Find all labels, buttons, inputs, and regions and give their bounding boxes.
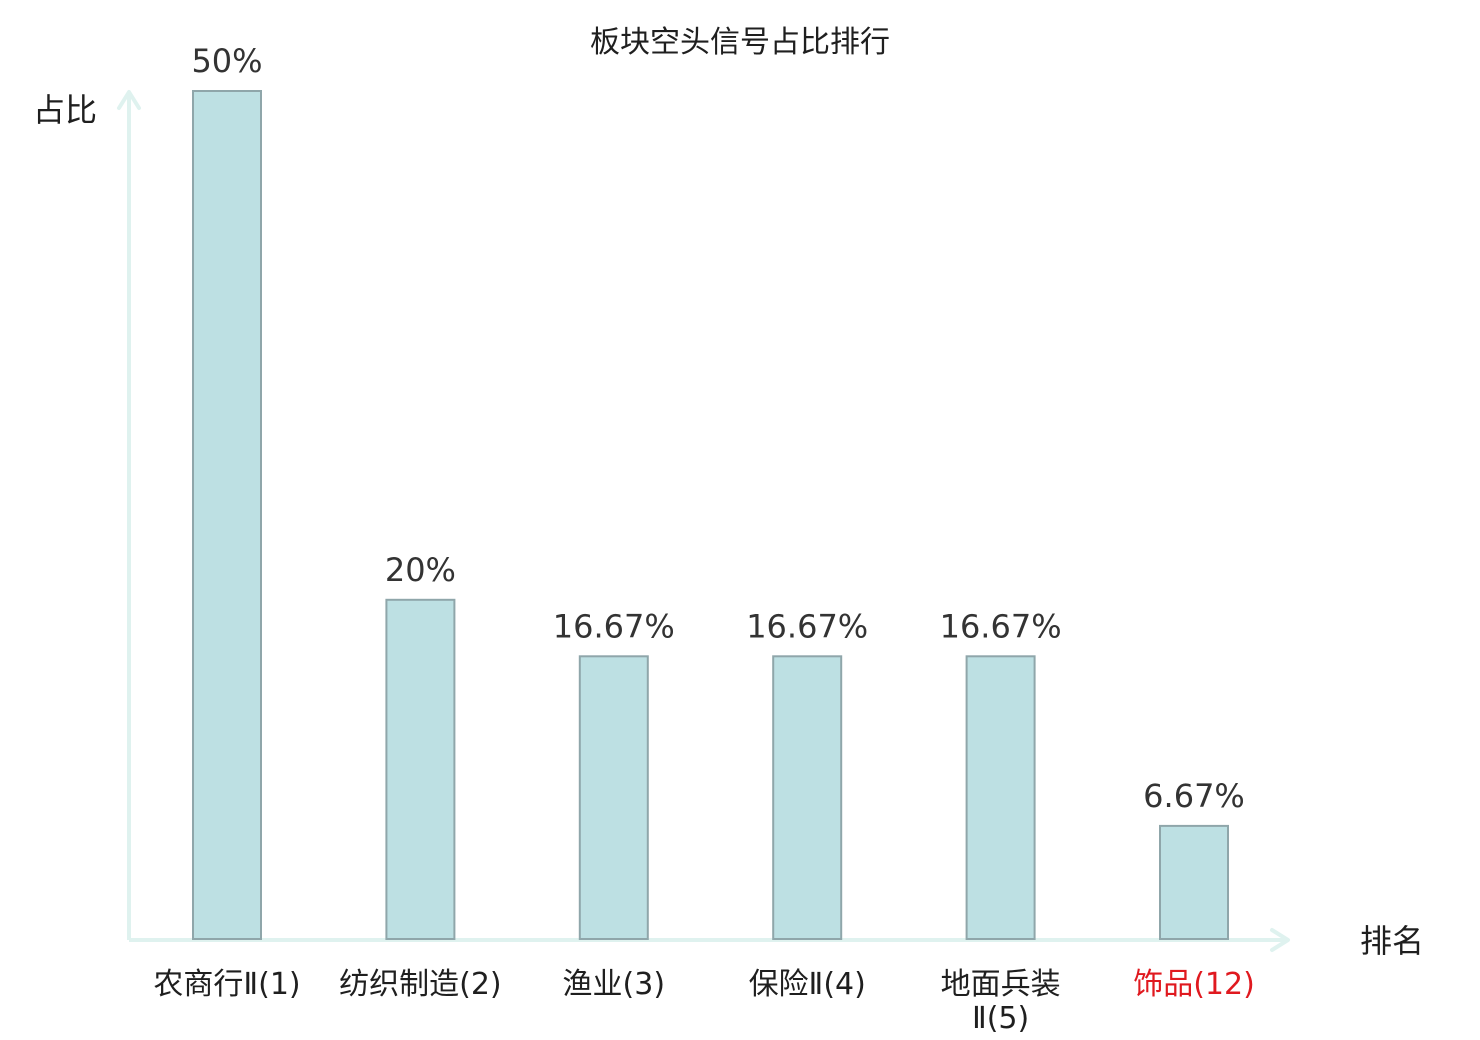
value-label-2: 20% xyxy=(385,551,456,589)
bars-group xyxy=(192,90,1229,941)
category-label-5-line-1: 地面兵装 xyxy=(941,967,1061,1002)
bar-2 xyxy=(385,598,456,940)
chart-title: 板块空头信号占比排行 xyxy=(590,25,890,60)
category-label-4: 保险Ⅱ(4) xyxy=(749,967,866,1002)
value-label-3: 16.67% xyxy=(553,607,675,645)
x-axis-label: 排名 xyxy=(1360,922,1424,960)
bar-3 xyxy=(578,655,649,940)
bar-4 xyxy=(772,655,843,940)
category-label-6: 饰品(12) xyxy=(1133,967,1255,1002)
bar-1 xyxy=(192,90,262,940)
category-label-3: 渔业(3) xyxy=(563,967,666,1002)
value-labels-group: 50% 20% 16.67% 16.67% 16.67% 6.67% xyxy=(191,42,1244,815)
value-label-4: 16.67% xyxy=(746,607,868,645)
bar-6 xyxy=(1159,824,1229,941)
category-label-5-line-2: Ⅱ(5) xyxy=(972,1001,1029,1036)
value-label-6: 6.67% xyxy=(1143,777,1245,815)
category-label-1: 农商行Ⅱ(1) xyxy=(153,967,300,1002)
value-label-5: 16.67% xyxy=(940,607,1062,645)
x-axis-arrow-icon xyxy=(1270,928,1290,952)
category-label-2: 纺织制造(2) xyxy=(339,967,502,1002)
value-label-1: 50% xyxy=(191,42,262,80)
y-axis-arrow-icon xyxy=(117,90,141,110)
axes xyxy=(117,90,1290,952)
bar-5 xyxy=(965,655,1036,940)
y-axis-label: 占比 xyxy=(33,91,97,129)
